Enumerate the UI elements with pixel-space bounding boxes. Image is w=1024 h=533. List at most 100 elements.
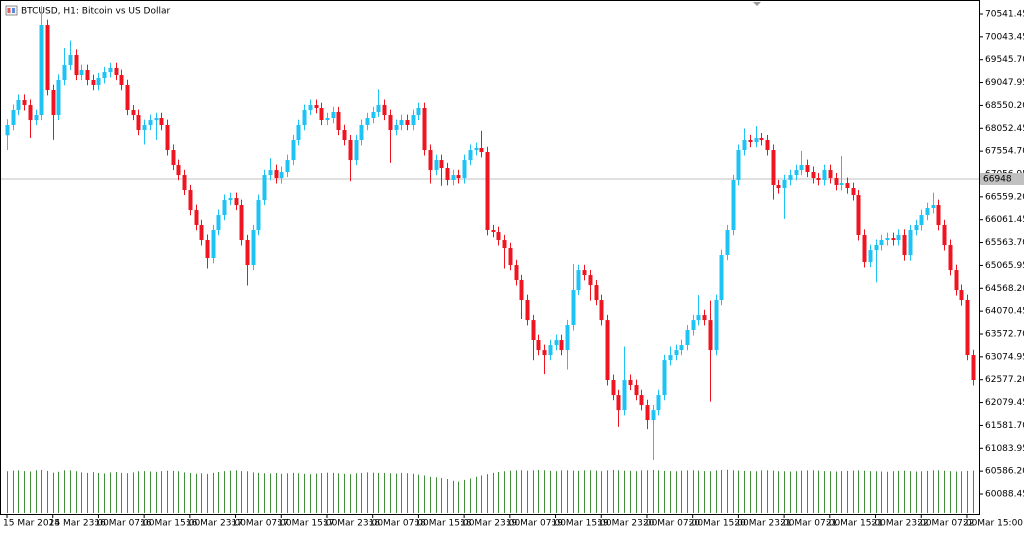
candle-body bbox=[159, 118, 164, 125]
candle-body bbox=[182, 175, 187, 191]
candle-body bbox=[39, 25, 44, 116]
x-tick-label: 19 Mar 07:00 bbox=[506, 519, 566, 529]
candle-body bbox=[965, 300, 970, 356]
candle-body bbox=[216, 215, 221, 231]
candle-body bbox=[616, 395, 621, 411]
candle-body bbox=[542, 350, 547, 356]
candle-body bbox=[491, 230, 496, 233]
candle-body bbox=[719, 255, 724, 301]
x-tick-label: 22 Mar 15:00 bbox=[963, 519, 1023, 529]
candle-body bbox=[125, 85, 130, 111]
y-tick-label: 64568.20 bbox=[985, 284, 1024, 294]
candle-body bbox=[725, 230, 730, 256]
candle-body bbox=[5, 124, 10, 136]
y-tick-label: 62577.20 bbox=[985, 375, 1024, 385]
candle-body bbox=[279, 172, 284, 179]
candle-body bbox=[371, 112, 376, 119]
x-tick-label: 18 Mar 23:00 bbox=[460, 519, 520, 529]
candle-body bbox=[148, 120, 153, 125]
candle-body bbox=[474, 148, 479, 151]
candle-body bbox=[765, 140, 770, 151]
candle-body bbox=[971, 355, 976, 381]
y-tick-label: 66559.20 bbox=[985, 192, 1024, 202]
candle-body bbox=[11, 110, 16, 125]
candle-body bbox=[508, 248, 513, 266]
plot-frame bbox=[0, 0, 980, 515]
y-tick-label: 62079.45 bbox=[985, 398, 1024, 408]
candle-body bbox=[468, 150, 473, 161]
candle-body bbox=[691, 320, 696, 331]
candle-body bbox=[325, 118, 330, 121]
candle-body bbox=[742, 140, 747, 151]
candle-body bbox=[62, 65, 67, 80]
candle-body bbox=[479, 148, 484, 153]
candle-body bbox=[856, 195, 861, 236]
candle-body bbox=[651, 410, 656, 421]
candle-body bbox=[948, 245, 953, 271]
candle-body bbox=[376, 105, 381, 113]
candle-body bbox=[645, 405, 650, 421]
candle-body bbox=[319, 108, 324, 121]
candle-body bbox=[554, 340, 559, 346]
candle-body bbox=[771, 150, 776, 186]
x-tick-label: 16 Mar 15:00 bbox=[140, 519, 200, 529]
candle-body bbox=[462, 160, 467, 179]
candle-body bbox=[416, 108, 421, 116]
candle-body bbox=[862, 235, 867, 263]
candle-body bbox=[79, 70, 84, 76]
candle-body bbox=[74, 55, 79, 76]
candle-body bbox=[936, 205, 941, 226]
candle-body bbox=[336, 112, 341, 131]
y-tick-label: 67554.70 bbox=[985, 147, 1024, 157]
candle-body bbox=[634, 385, 639, 396]
price-label-box bbox=[980, 173, 1024, 186]
candle-body bbox=[514, 265, 519, 281]
candle-body bbox=[285, 160, 290, 173]
y-tick-label: 66061.45 bbox=[985, 215, 1024, 225]
x-tick-label: 17 Mar 07:00 bbox=[232, 519, 292, 529]
candle-body bbox=[136, 115, 141, 131]
candle-body bbox=[828, 170, 833, 179]
candle-body bbox=[571, 290, 576, 326]
candle-body bbox=[662, 360, 667, 396]
candle-body bbox=[908, 230, 913, 256]
candle-body bbox=[399, 120, 404, 125]
x-tick-label: 20 Mar 07:00 bbox=[643, 519, 703, 529]
candle-body bbox=[776, 185, 781, 189]
y-tick-label: 70043.45 bbox=[985, 32, 1024, 42]
candle-body bbox=[799, 165, 804, 171]
candle-body bbox=[22, 100, 27, 106]
candle-body bbox=[85, 70, 90, 80]
candle-body bbox=[605, 320, 610, 381]
candle-body bbox=[91, 79, 96, 86]
candle-body bbox=[434, 160, 439, 171]
y-tick-label: 63074.95 bbox=[985, 352, 1024, 362]
candle-body bbox=[102, 72, 107, 79]
candle-body bbox=[439, 160, 444, 169]
chart-title: BTCUSD, H1: Bitcoin vs US Dollar bbox=[21, 7, 170, 17]
candle-body bbox=[199, 225, 204, 241]
candle-body bbox=[588, 275, 593, 286]
candle-body bbox=[611, 380, 616, 396]
candle-body bbox=[314, 105, 319, 109]
candle-body bbox=[502, 240, 507, 249]
candle-body bbox=[256, 200, 261, 231]
x-tick-label: 20 Mar 23:00 bbox=[734, 519, 794, 529]
y-tick-label: 68052.45 bbox=[985, 124, 1024, 134]
candle-body bbox=[142, 124, 147, 131]
candle-body bbox=[359, 124, 364, 141]
candle-body bbox=[754, 138, 759, 143]
candle-body bbox=[959, 290, 964, 301]
candle-body bbox=[119, 75, 124, 86]
candle-body bbox=[816, 178, 821, 181]
y-tick-label: 70541.45 bbox=[985, 9, 1024, 19]
candle-body bbox=[308, 105, 313, 111]
x-tick-label: 16 Mar 23:00 bbox=[186, 519, 246, 529]
candle-body bbox=[296, 124, 301, 141]
y-tick-label: 60586.20 bbox=[985, 467, 1024, 477]
candle-body bbox=[548, 345, 553, 356]
candle-body bbox=[954, 270, 959, 291]
candle-body bbox=[388, 115, 393, 131]
candle-body bbox=[874, 245, 879, 251]
